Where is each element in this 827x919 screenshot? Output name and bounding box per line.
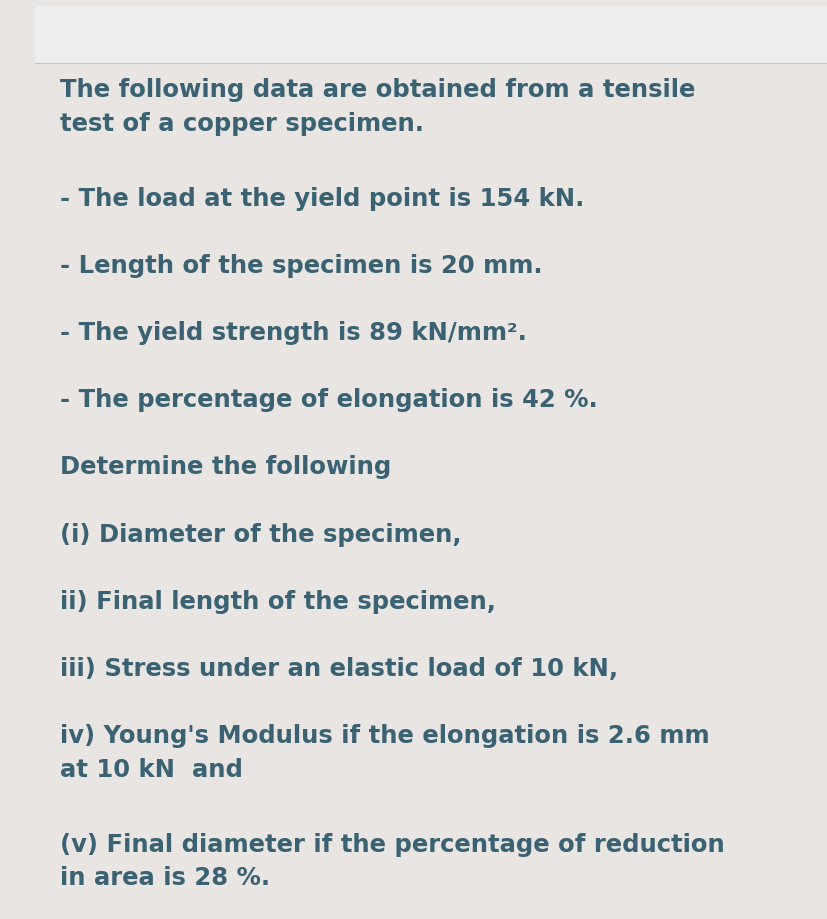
- Text: (i) Diameter of the specimen,: (i) Diameter of the specimen,: [60, 522, 461, 546]
- Text: - The yield strength is 89 kN/mm².: - The yield strength is 89 kN/mm².: [60, 321, 526, 345]
- FancyBboxPatch shape: [35, 7, 827, 64]
- Text: iv) Young's Modulus if the elongation is 2.6 mm
at 10 kN  and: iv) Young's Modulus if the elongation is…: [60, 723, 709, 780]
- Text: - The percentage of elongation is 42 %.: - The percentage of elongation is 42 %.: [60, 388, 596, 412]
- Text: ii) Final length of the specimen,: ii) Final length of the specimen,: [60, 589, 495, 613]
- Text: (v) Final diameter if the percentage of reduction
in area is 28 %.: (v) Final diameter if the percentage of …: [60, 832, 724, 889]
- Text: - Length of the specimen is 20 mm.: - Length of the specimen is 20 mm.: [60, 254, 542, 278]
- Text: iii) Stress under an elastic load of 10 kN,: iii) Stress under an elastic load of 10 …: [60, 656, 617, 680]
- Text: The following data are obtained from a tensile
test of a copper specimen.: The following data are obtained from a t…: [60, 78, 694, 135]
- Text: - The load at the yield point is 154 kN.: - The load at the yield point is 154 kN.: [60, 187, 583, 210]
- Text: Determine the following: Determine the following: [60, 455, 390, 479]
